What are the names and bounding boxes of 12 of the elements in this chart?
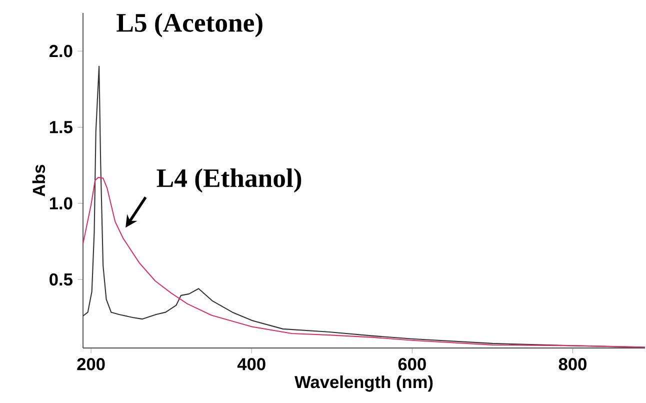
y-tick-label: 2.0 [49,44,72,58]
y-axis-title: Abs [32,164,46,196]
x-tick-label: 400 [237,358,266,370]
x-tick-label: 200 [77,358,105,370]
x-tick-label: 600 [398,358,426,370]
series-label: L5 (Acetone) [116,13,262,38]
y-tick-label: 0.5 [50,273,72,286]
series-label: L4 (Ethanol) [156,168,302,193]
y-tick-label: 1.5 [50,121,72,134]
x-axis-title: Wavelength (nm) [294,375,433,392]
x-tick-label: 800 [558,358,586,370]
y-tick-label: 1.0 [50,197,72,210]
